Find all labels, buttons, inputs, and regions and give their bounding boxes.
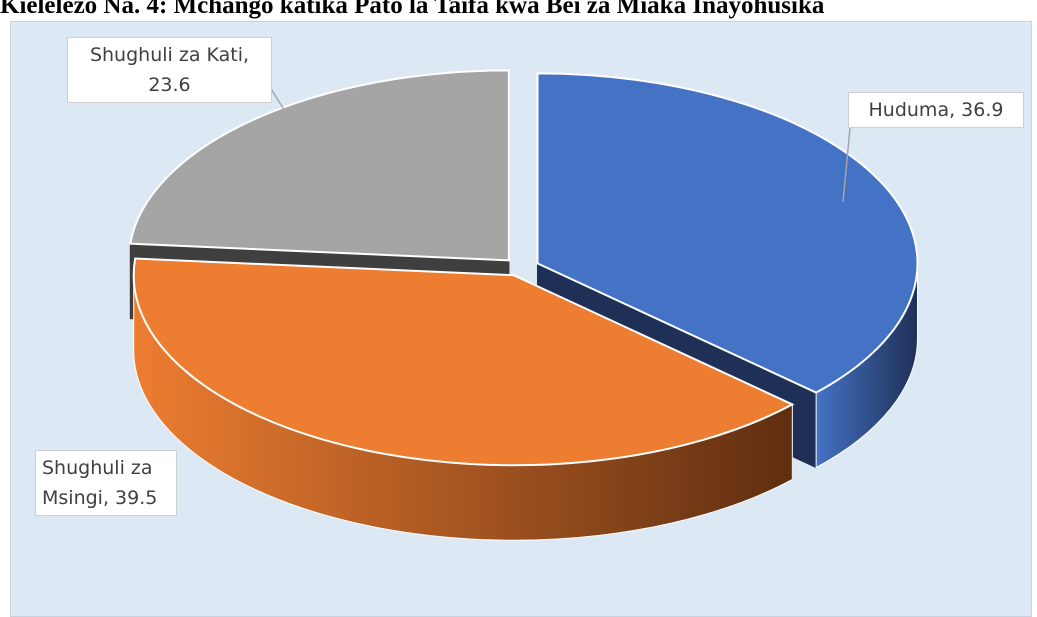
pie-tops bbox=[129, 69, 919, 467]
pie-chart bbox=[129, 69, 919, 541]
pie-slice-kati bbox=[129, 69, 510, 262]
data-label-msingi: Shughuli za Msingi, 39.5 bbox=[35, 450, 177, 516]
chart-title: Kielelezo Na. 4: Mchango katika Pato la … bbox=[0, 0, 825, 19]
data-label-kati: Shughuli za Kati, 23.6 bbox=[67, 37, 272, 103]
pie-slice-msingi bbox=[132, 257, 795, 467]
leader-line-kati bbox=[267, 83, 294, 125]
data-label-huduma: Huduma, 36.9 bbox=[848, 92, 1024, 128]
pie-slice-huduma bbox=[536, 72, 919, 394]
chart-area: Huduma, 36.9 Shughuli za Msingi, 39.5 Sh… bbox=[10, 21, 1032, 617]
